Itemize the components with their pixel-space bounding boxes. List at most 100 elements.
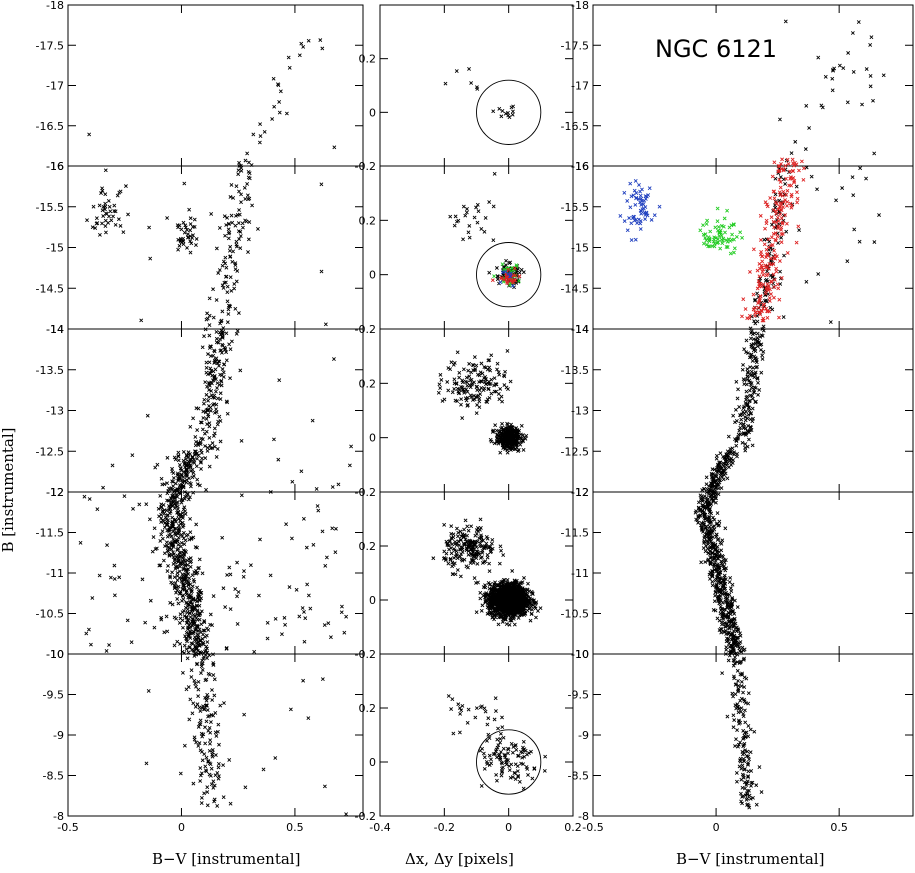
right-cmd-red-point — [765, 252, 769, 257]
left-cmd-point — [227, 342, 232, 347]
left-cmd-point — [195, 612, 200, 617]
right-cmd-green-point — [715, 241, 719, 246]
right-cmd-red-point — [775, 254, 779, 259]
displacement-point — [438, 386, 443, 390]
left-cmd-point — [172, 643, 177, 648]
right-cmd-blue-point — [633, 178, 638, 183]
left-cmd-point — [87, 132, 92, 137]
right-cmd-point — [735, 668, 740, 673]
left-cmd-point — [113, 222, 118, 227]
left-cmd-point — [219, 383, 224, 388]
left-cmd-point — [110, 463, 115, 468]
right-cmd-point — [743, 448, 748, 453]
left-cmd-point — [184, 569, 189, 574]
right-cmd-point — [746, 724, 751, 728]
right-cmd-point — [746, 701, 751, 706]
right-cmd-point — [778, 269, 782, 274]
left-cmd-point — [212, 693, 217, 698]
right-cmd-point — [741, 406, 746, 411]
displacement-point — [467, 67, 471, 71]
right-cmd-point — [740, 763, 745, 768]
left-cmd-point — [185, 227, 189, 232]
displacement-point — [501, 553, 506, 557]
right-cmd-point — [816, 55, 821, 60]
left-cmd-point — [212, 395, 217, 400]
left-cmd-point — [206, 628, 211, 632]
right-cmd-green-point — [734, 234, 739, 239]
left-cmd-point — [186, 459, 191, 464]
left-cmd-point — [185, 656, 190, 661]
left-cmd-point — [203, 725, 207, 730]
displacement-point — [503, 447, 508, 451]
left-cmd-point — [206, 714, 210, 719]
right-cmd-point — [738, 413, 743, 418]
left-cmd-point — [151, 535, 156, 539]
right-cmd-red-point — [777, 315, 781, 320]
right-cmd-red-point — [776, 164, 781, 168]
displacement-point — [484, 377, 488, 381]
left-cmd-point — [342, 630, 347, 635]
displacement-point — [474, 363, 479, 368]
displacement-point — [504, 258, 508, 263]
right-cmd-point — [728, 606, 733, 611]
right-cmd-point — [753, 349, 758, 354]
left-cmd-point — [180, 516, 185, 520]
left-cmd-point — [207, 395, 211, 400]
left-cmd-point — [202, 791, 207, 796]
left-cmd-point — [153, 465, 158, 470]
left-cmd-point — [207, 672, 212, 677]
left-cmd-point — [217, 363, 221, 368]
right-cmd-point — [720, 600, 725, 605]
right-cmd-point — [746, 691, 751, 696]
left-cmd-point — [220, 535, 225, 540]
left-cmd-point — [126, 212, 130, 217]
right-cmd-point — [756, 392, 760, 397]
right-cmd-point — [737, 428, 742, 433]
left-cmd-point — [215, 386, 219, 390]
right-cmd-point — [746, 754, 751, 759]
displacement-point — [505, 450, 510, 455]
right-cmd-point — [732, 718, 737, 723]
left-cmd-point — [200, 667, 205, 672]
left-cmd-point — [238, 368, 243, 373]
left-cmd-point — [215, 361, 220, 366]
displacement-point — [445, 380, 450, 384]
right-cmd-red-point — [760, 254, 765, 259]
right-cmd-point — [715, 538, 720, 542]
right-cmd-red-point — [780, 220, 785, 225]
left-cmd-point — [178, 612, 183, 617]
right-cmd-red-point — [768, 256, 773, 261]
right-cmd-point — [755, 331, 760, 336]
displacement-point — [511, 109, 515, 114]
displacement-point — [487, 382, 491, 386]
right-cmd-point — [702, 540, 706, 545]
displacement-point — [510, 569, 515, 573]
right-cmd-red-point — [781, 168, 786, 173]
right-cmd-point — [728, 586, 733, 591]
panel-2-row-3 — [592, 491, 914, 655]
right-cmd-point — [754, 802, 759, 807]
displacement-point — [493, 423, 498, 428]
displacement-point — [460, 380, 465, 385]
right-cmd-blue-point — [618, 214, 623, 218]
left-cmd-point — [349, 444, 354, 449]
displacement-point — [488, 437, 493, 442]
left-cmd-point — [191, 701, 196, 706]
left-cmd-point — [199, 467, 203, 471]
displacement-point — [465, 380, 470, 385]
right-cmd-point — [711, 515, 715, 520]
right-cmd-point — [724, 647, 729, 652]
right-cmd-point — [868, 74, 873, 78]
panel-1-row-3 — [379, 491, 574, 655]
right-cmd-point — [715, 568, 719, 573]
left-cmd-point — [225, 299, 230, 304]
right-cmd-blue-point — [642, 198, 647, 203]
displacement-point — [467, 374, 472, 379]
right-cmd-red-point — [741, 297, 746, 302]
right-cmd-blue-point — [633, 202, 638, 207]
right-cmd-red-point — [768, 196, 773, 200]
displacement-point — [499, 114, 504, 119]
right-cmd-point — [743, 445, 748, 450]
right-cmd-point — [744, 797, 749, 802]
left-cmd-point — [234, 184, 239, 189]
